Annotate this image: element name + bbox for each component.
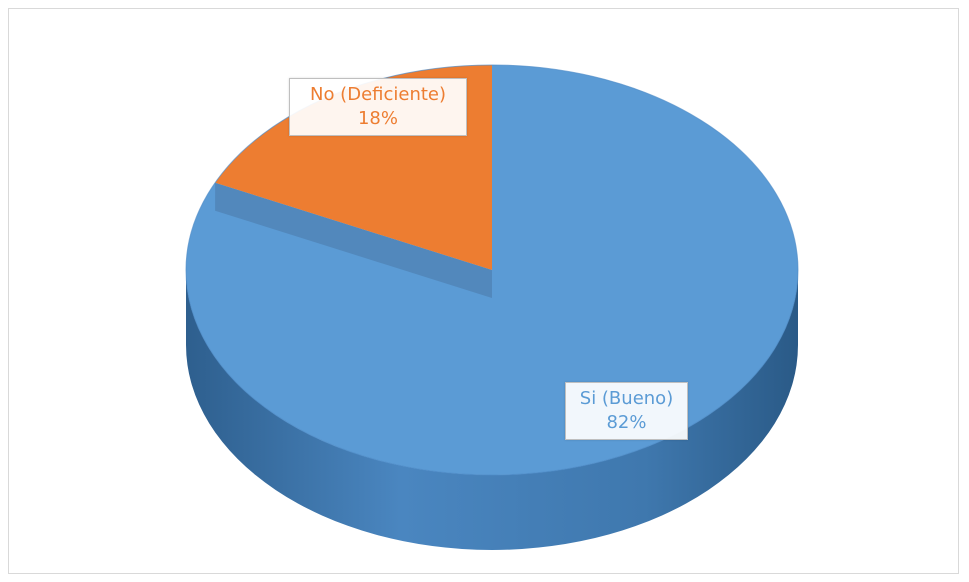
pie-rim [185,64,799,476]
slice-label-si-bueno: Si (Bueno) 82% [565,382,688,440]
pie-cut-face [215,182,492,298]
pie-side-wall [186,270,798,550]
pie-slice-si-bueno [186,65,799,475]
slice-percent: 18% [357,108,398,129]
slice-name: No (Deficiente) [309,84,447,105]
slice-percent: 82% [606,412,647,433]
slice-name: Si (Bueno) [579,388,674,409]
slice-label-no-deficiente: No (Deficiente) 18% [289,78,467,136]
